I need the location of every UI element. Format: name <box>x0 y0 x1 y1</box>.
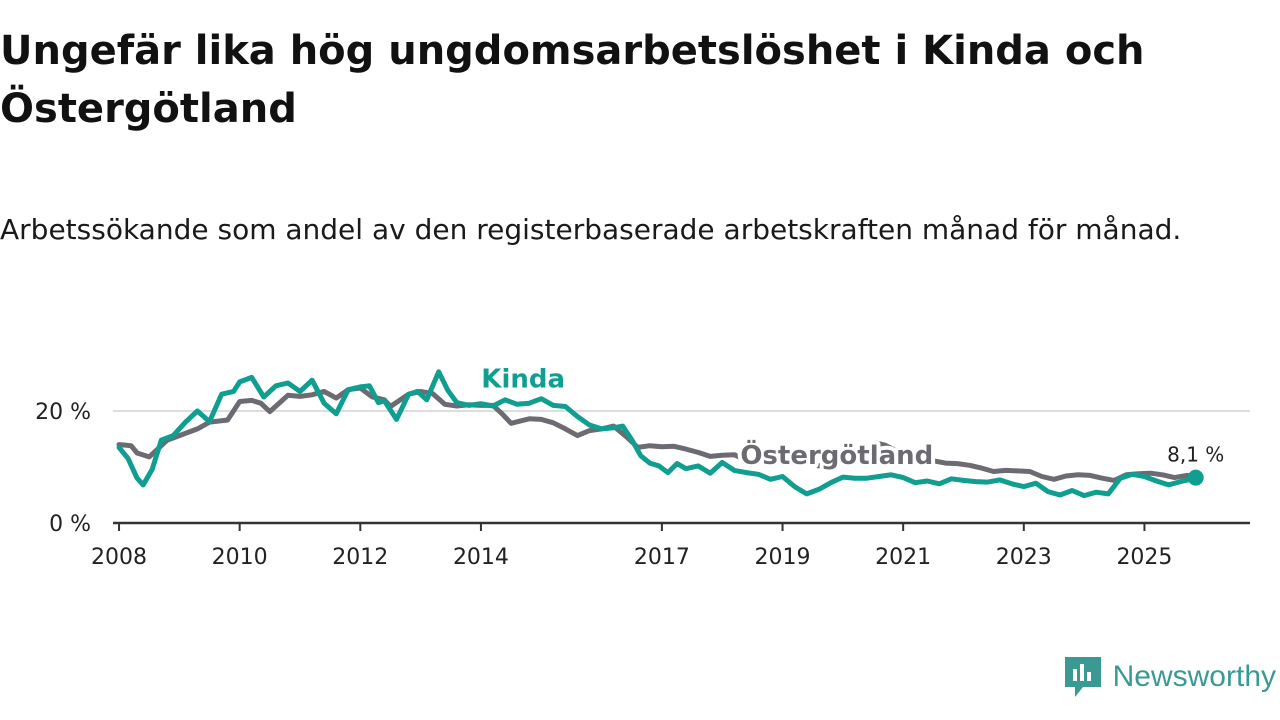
chart-subtitle: Arbetssökande som andel av den registerb… <box>0 213 1182 246</box>
x-tick-label: 2010 <box>212 545 268 570</box>
x-tick-label: 2019 <box>755 545 811 570</box>
newsworthy-logo-icon <box>1064 657 1101 697</box>
x-tick-label: 2025 <box>1116 545 1172 570</box>
series-line--sterg-tland <box>116 385 1199 483</box>
chart-title: Ungefär lika hög ungdomsarbetslöshet i K… <box>0 28 1145 132</box>
end-value-label: 8,1 % <box>1167 443 1224 467</box>
series-label-halo: Kinda <box>481 364 565 394</box>
x-tick-label: 2014 <box>453 545 509 570</box>
y-axis-ticks: 0 % 20 % <box>35 400 91 537</box>
x-axis-ticks: 2008 2010 2012 2014 2017 2019 2021 2023 2025 <box>91 523 1172 570</box>
series-label-kinda: Kinda <box>481 364 565 394</box>
line-chart: 0 % 20 % 2008 2010 2012 2014 2017 2019 2021 2023… <box>35 360 1250 570</box>
x-tick-label: 2008 <box>91 545 147 570</box>
x-tick-label: 2017 <box>634 545 690 570</box>
end-point-kinda <box>1187 469 1204 486</box>
series-label--sterg-tland: Östergötland <box>740 438 933 471</box>
x-tick-label: 2021 <box>875 545 931 570</box>
series-lines <box>116 369 1199 499</box>
series-label-halo: Östergötland <box>740 438 933 471</box>
x-tick-label: 2023 <box>996 545 1052 570</box>
x-tick-label: 2012 <box>332 545 388 570</box>
series-line-kinda <box>116 369 1199 499</box>
brand-name: Newsworthy <box>1112 660 1276 693</box>
y-tick-label: 0 % <box>49 512 91 537</box>
y-tick-label: 20 % <box>35 400 91 425</box>
brand: Newsworthy <box>1064 656 1276 698</box>
